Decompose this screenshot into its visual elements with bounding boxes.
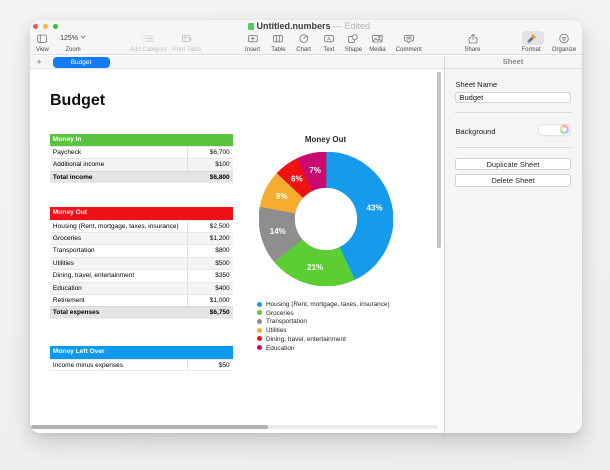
svg-text:9%: 9% xyxy=(276,192,288,201)
svg-text:21%: 21% xyxy=(307,263,323,272)
svg-text:6%: 6% xyxy=(291,175,303,184)
svg-text:14%: 14% xyxy=(270,227,286,236)
svg-text:A: A xyxy=(327,37,331,43)
svg-text:7%: 7% xyxy=(310,166,322,175)
svg-text:43%: 43% xyxy=(367,204,383,213)
